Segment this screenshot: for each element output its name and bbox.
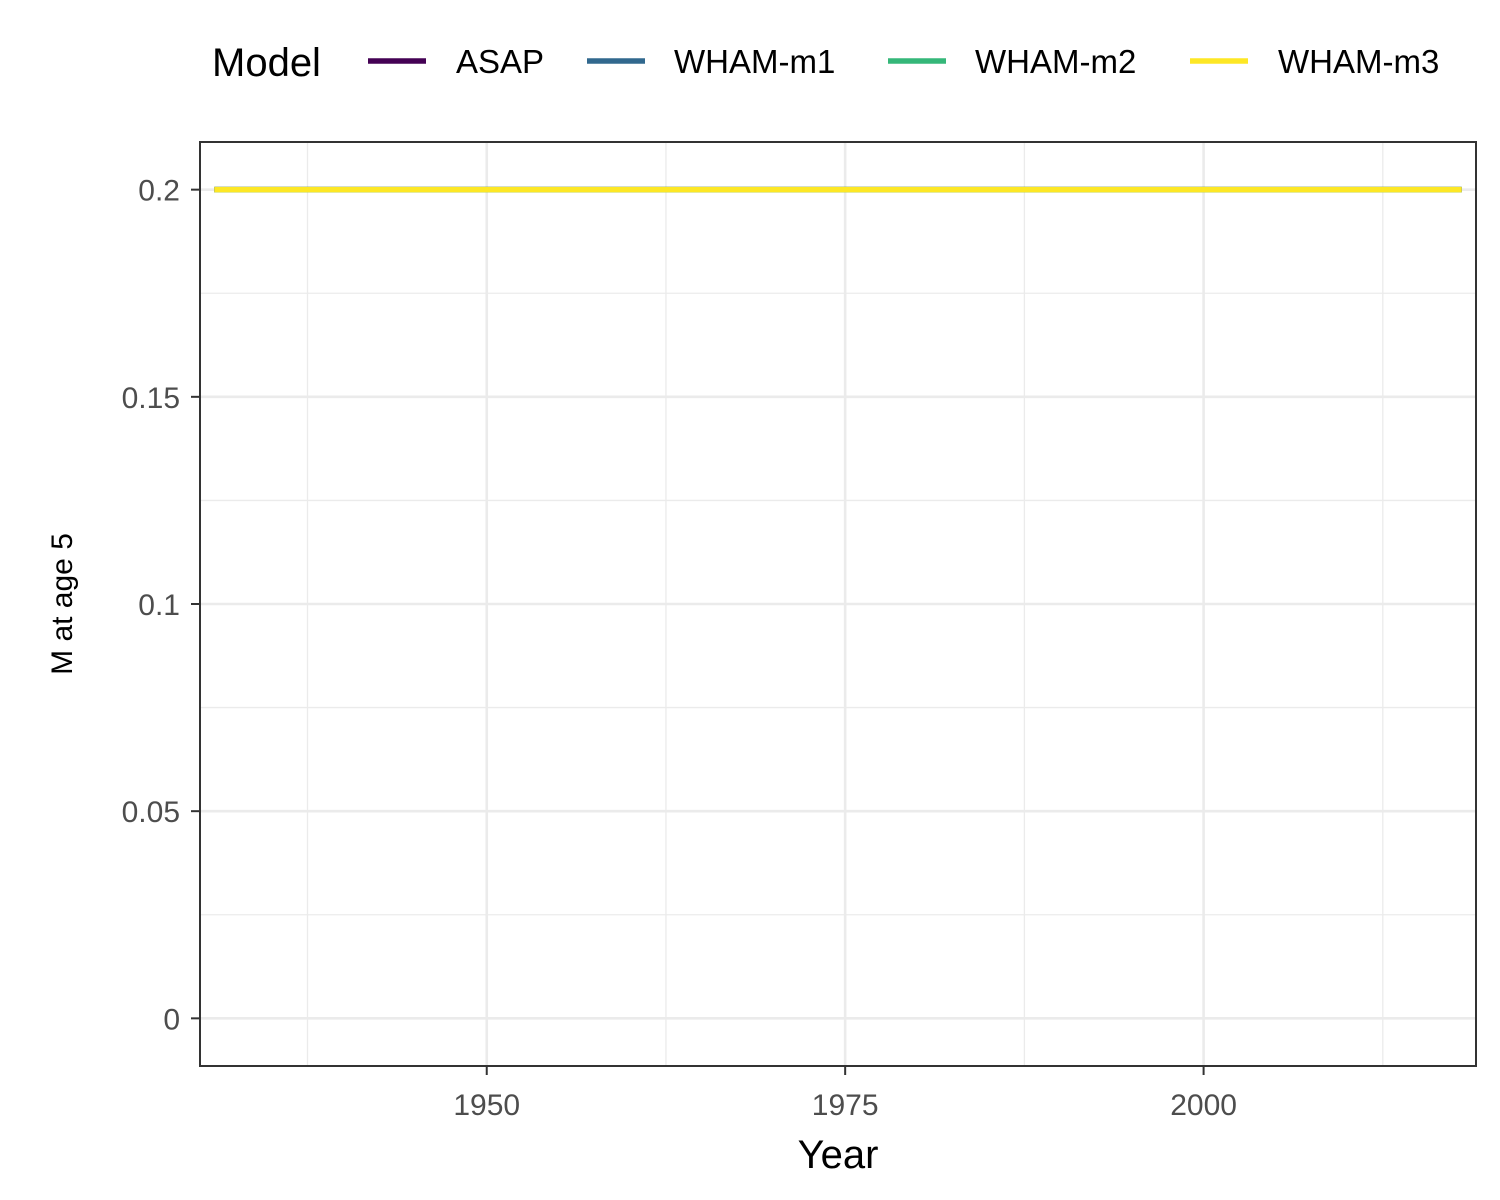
legend-item-wham-m2: WHAM-m2 xyxy=(888,43,1136,80)
y-axis: 0 0.05 0.1 0.15 0.2 xyxy=(122,175,200,1036)
x-tick-label: 1950 xyxy=(453,1089,520,1122)
legend-label: WHAM-m1 xyxy=(674,43,835,80)
x-axis-title: Year xyxy=(798,1133,879,1177)
y-tick-label: 0.1 xyxy=(138,589,180,622)
legend-label: ASAP xyxy=(456,43,544,80)
minor-gridlines xyxy=(200,142,1476,1066)
legend-item-wham-m1: WHAM-m1 xyxy=(587,43,835,80)
y-tick-label: 0.05 xyxy=(122,796,180,829)
y-axis-title: M at age 5 xyxy=(46,533,79,675)
y-tick-label: 0.2 xyxy=(138,175,180,208)
x-tick-label: 1975 xyxy=(812,1089,879,1122)
x-axis: 1950 1975 2000 xyxy=(453,1066,1237,1122)
legend-item-wham-m3: WHAM-m3 xyxy=(1190,43,1439,80)
legend-items: ASAP WHAM-m1 WHAM-m2 WHAM-m3 xyxy=(368,43,1439,80)
y-tick-label: 0 xyxy=(163,1003,180,1036)
y-tick-label: 0.15 xyxy=(122,382,180,415)
legend-item-asap: ASAP xyxy=(368,43,544,80)
x-tick-label: 2000 xyxy=(1170,1089,1237,1122)
legend: Model ASAP WHAM-m1 WHAM-m2 WHAM-m3 xyxy=(212,41,1439,85)
legend-title: Model xyxy=(212,41,321,85)
legend-label: WHAM-m2 xyxy=(975,43,1136,80)
legend-label: WHAM-m3 xyxy=(1278,43,1439,80)
